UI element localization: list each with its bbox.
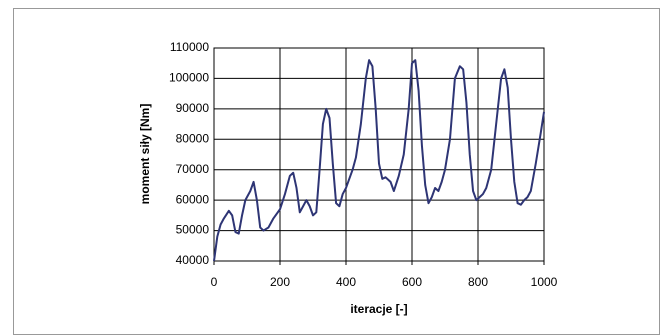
y-tick-label: 100000	[169, 71, 209, 85]
x-axis-title: iteracje [-]	[350, 302, 407, 316]
y-tick-label: 90000	[176, 101, 210, 115]
x-tick-label: 0	[211, 275, 218, 289]
y-tick-label: 40000	[176, 253, 210, 267]
y-tick-label: 50000	[176, 223, 210, 237]
x-tick-label: 600	[402, 275, 422, 289]
y-axis-title: moment siły [Nm]	[138, 104, 152, 205]
x-tick-label: 200	[270, 275, 290, 289]
y-tick-label: 80000	[176, 131, 210, 145]
y-tick-label: 70000	[176, 162, 210, 176]
chart-frame	[13, 8, 660, 335]
y-tick-label: 110000	[170, 40, 209, 54]
data-line	[213, 59, 545, 262]
x-tick-label: 800	[468, 275, 488, 289]
plot-border	[213, 47, 545, 262]
x-tick-label: 1000	[531, 275, 558, 289]
x-tick-label: 400	[336, 275, 356, 289]
y-tick-label: 60000	[176, 192, 210, 206]
